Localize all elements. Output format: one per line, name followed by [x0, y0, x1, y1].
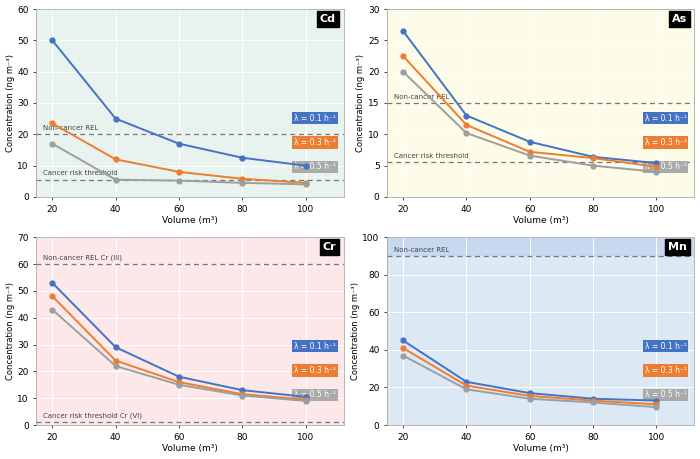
Text: λ = 0.1 h⁻¹: λ = 0.1 h⁻¹	[645, 341, 687, 351]
Text: λ = 0.1 h⁻¹: λ = 0.1 h⁻¹	[645, 113, 687, 123]
Text: As: As	[671, 14, 687, 24]
Text: Cancer risk threshold Cr (VI): Cancer risk threshold Cr (VI)	[43, 413, 142, 419]
Bar	[387, 237, 694, 256]
Text: λ = 0.3 h⁻¹: λ = 0.3 h⁻¹	[645, 138, 687, 147]
Text: Non-cancer REL Cr (III): Non-cancer REL Cr (III)	[43, 254, 122, 261]
Text: λ = 0.5 h⁻¹: λ = 0.5 h⁻¹	[645, 391, 687, 399]
Text: λ = 0.5 h⁻¹: λ = 0.5 h⁻¹	[294, 391, 336, 399]
Text: λ = 0.1 h⁻¹: λ = 0.1 h⁻¹	[294, 113, 336, 123]
X-axis label: Volume (m³): Volume (m³)	[513, 216, 569, 225]
Text: Cancer risk threshold: Cancer risk threshold	[43, 170, 118, 176]
Text: λ = 0.1 h⁻¹: λ = 0.1 h⁻¹	[294, 341, 336, 351]
Y-axis label: Concentration (ng m⁻³): Concentration (ng m⁻³)	[351, 282, 360, 380]
X-axis label: Volume (m³): Volume (m³)	[513, 444, 569, 453]
Text: λ = 0.3 h⁻¹: λ = 0.3 h⁻¹	[294, 138, 336, 147]
Y-axis label: Concentration (ng m⁻³): Concentration (ng m⁻³)	[356, 54, 365, 152]
Y-axis label: Concentration (ng m⁻³): Concentration (ng m⁻³)	[6, 54, 15, 152]
X-axis label: Volume (m³): Volume (m³)	[162, 444, 218, 453]
Text: λ = 0.3 h⁻¹: λ = 0.3 h⁻¹	[645, 366, 687, 375]
Text: Cd: Cd	[320, 14, 336, 24]
Text: Non-cancer REL: Non-cancer REL	[43, 125, 98, 131]
X-axis label: Volume (m³): Volume (m³)	[162, 216, 218, 225]
Text: Cr: Cr	[322, 242, 336, 252]
Text: Mn: Mn	[668, 242, 687, 252]
Text: Cancer risk threshold: Cancer risk threshold	[393, 153, 468, 159]
Text: Non-cancer REL: Non-cancer REL	[393, 94, 449, 100]
Text: λ = 0.5 h⁻¹: λ = 0.5 h⁻¹	[294, 162, 336, 171]
Text: λ = 0.5 h⁻¹: λ = 0.5 h⁻¹	[645, 162, 687, 171]
Y-axis label: Concentration (ng m⁻³): Concentration (ng m⁻³)	[6, 282, 15, 380]
Text: λ = 0.3 h⁻¹: λ = 0.3 h⁻¹	[294, 366, 336, 375]
Text: Non-cancer REL: Non-cancer REL	[393, 246, 449, 252]
